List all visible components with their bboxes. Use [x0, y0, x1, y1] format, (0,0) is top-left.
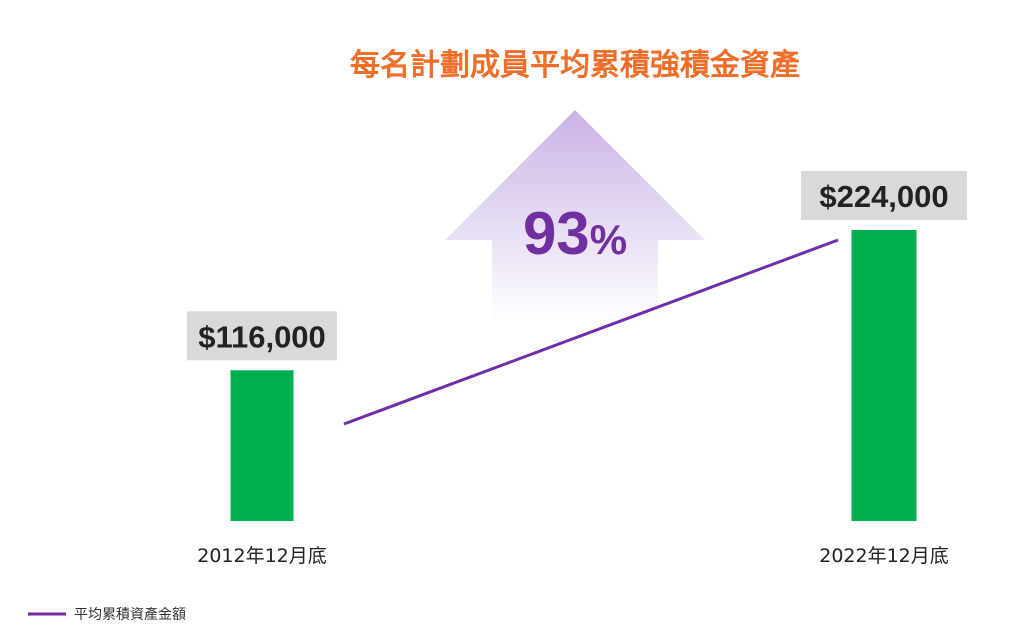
growth-arrow-icon: [445, 110, 705, 322]
bar-2: [851, 230, 917, 521]
category-label-2: 2022年12月底: [819, 545, 949, 567]
chart-title: 每名計劃成員平均累積強積金資產: [350, 48, 800, 83]
growth-value: 93: [523, 200, 590, 267]
legend-label: 平均累積資產金額: [74, 606, 186, 623]
growth-percent: 93%: [523, 200, 627, 267]
bar-1: [230, 370, 294, 521]
value-label-bg-1: [187, 311, 337, 361]
category-label-1: 2012年12月底: [197, 545, 327, 567]
growth-unit: %: [590, 216, 627, 263]
bars: $116,000 2012年12月底 $224,000 2022年12月底: [187, 171, 967, 567]
value-label-2: $224,000: [819, 179, 948, 214]
value-label-1: $116,000: [198, 319, 326, 354]
value-label-bg-2: [801, 171, 967, 220]
trend-line: [343, 238, 839, 426]
